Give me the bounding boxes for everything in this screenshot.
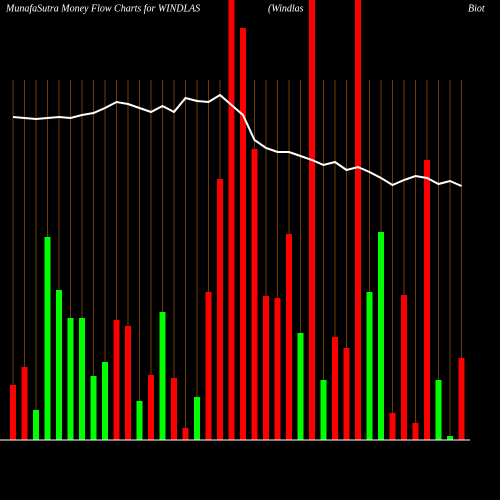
- bar: [125, 326, 131, 440]
- bar: [447, 436, 453, 440]
- bar: [10, 385, 16, 440]
- bar: [424, 160, 430, 440]
- bar: [435, 380, 442, 440]
- bar: [33, 410, 39, 440]
- bar: [355, 0, 361, 440]
- bar: [67, 318, 74, 440]
- bar: [79, 318, 85, 440]
- bar: [113, 320, 120, 440]
- bar: [182, 428, 189, 440]
- chart-subtitle: Biot: [468, 3, 485, 14]
- bar: [320, 380, 327, 440]
- bar: [366, 292, 373, 440]
- bar: [378, 232, 384, 440]
- bar: [228, 0, 235, 440]
- bar: [159, 312, 166, 440]
- bar: [136, 401, 143, 440]
- bar: [148, 375, 154, 440]
- bar: [263, 296, 269, 440]
- bar: [458, 358, 465, 440]
- chart-subtitle: (Windlas: [268, 3, 304, 14]
- bar: [56, 290, 62, 440]
- bar: [286, 234, 292, 440]
- bar: [332, 337, 338, 440]
- bar: [251, 149, 258, 440]
- bar: [217, 179, 223, 440]
- bar: [205, 292, 212, 440]
- bar: [44, 237, 51, 440]
- bar: [309, 0, 315, 440]
- bar: [102, 362, 108, 440]
- bar: [389, 413, 396, 440]
- bar: [412, 423, 419, 440]
- line: [12, 93, 462, 187]
- bar: [274, 298, 281, 440]
- chart-title: MunafaSutra Money Flow Charts for WINDLA…: [5, 3, 200, 14]
- bar: [401, 295, 407, 440]
- bar: [171, 378, 177, 440]
- plot-area: [10, 0, 465, 440]
- bar: [297, 333, 304, 440]
- bar: [240, 28, 246, 440]
- bar: [21, 367, 28, 440]
- bar: [194, 397, 200, 440]
- bar: [343, 348, 350, 440]
- bar: [90, 376, 97, 440]
